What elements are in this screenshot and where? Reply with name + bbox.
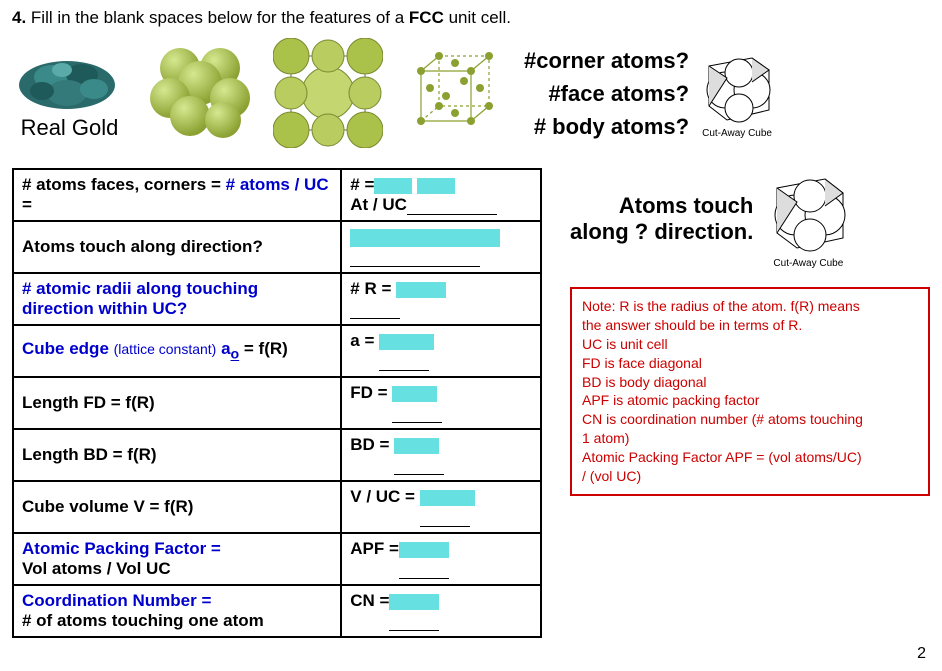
- blank[interactable]: [392, 386, 437, 402]
- note-box: Note: R is the radius of the atom. f(R) …: [570, 287, 930, 496]
- blank[interactable]: [417, 178, 455, 194]
- note-line: APF is atomic packing factor: [582, 391, 918, 410]
- touch-direction-block: Atoms touch along ? direction. Cut-Away …: [570, 168, 930, 269]
- corner-atoms-q: #corner atoms?: [524, 44, 689, 77]
- r2-label: Atoms touch along direction?: [13, 221, 341, 273]
- cut-away-cube-top: Cut-Away Cube: [697, 48, 777, 139]
- fcc-spheres-icon: [145, 38, 255, 148]
- gold-nugget-icon: [12, 45, 127, 115]
- touch-line-1: Atoms touch: [570, 193, 753, 219]
- table-row: Cube volume V = f(R) V / UC = V / UC =: [13, 481, 541, 533]
- real-gold-label: Real Gold: [21, 115, 119, 141]
- r5-label: Length FD = f(R): [13, 377, 341, 429]
- note-line: BD is body diagonal: [582, 373, 918, 392]
- note-line: CN is coordination number (# atoms touch…: [582, 410, 918, 429]
- question-prompt: 4. Fill in the blank spaces below for th…: [12, 8, 930, 28]
- r7-label: Cube volume V = f(R): [13, 481, 341, 533]
- fcc-wireframe-cell: [401, 41, 506, 146]
- blank[interactable]: [350, 229, 500, 247]
- fcc-unit-cell-icon: [273, 38, 383, 148]
- cut-cube-label-1: Cut-Away Cube: [702, 128, 772, 139]
- blank[interactable]: [420, 490, 475, 506]
- r1-label-b: # atoms / UC: [226, 175, 329, 194]
- blank[interactable]: [399, 542, 449, 558]
- table-row: Cube edge (lattice constant) ao = f(R) a…: [13, 325, 541, 377]
- note-line: / (vol UC): [582, 467, 918, 486]
- r1-rhs-b: At / UC: [350, 195, 407, 214]
- top-right-questions: #corner atoms? #face atoms? # body atoms…: [524, 44, 930, 143]
- fcc-unit-cell-spheres: [273, 38, 383, 148]
- cut-cube-label-2: Cut-Away Cube: [773, 258, 843, 269]
- blank-line[interactable]: [389, 617, 439, 631]
- blank[interactable]: [379, 334, 434, 350]
- note-line: the answer should be in terms of R.: [582, 316, 918, 335]
- r5-rhs: FD =: [350, 383, 392, 402]
- r1-label-a: # atoms faces, corners =: [22, 175, 226, 194]
- r4-b: (lattice constant): [114, 341, 217, 357]
- blank-line[interactable]: [399, 565, 449, 579]
- fcc-table: # atoms faces, corners = # atoms / UC = …: [12, 168, 542, 638]
- blank-line[interactable]: [407, 201, 497, 215]
- touch-line-2: along ? direction.: [570, 219, 753, 245]
- real-gold-cell: Real Gold: [12, 45, 127, 141]
- blank-line[interactable]: [350, 305, 400, 319]
- blank-line[interactable]: [420, 513, 470, 527]
- blank-line[interactable]: [392, 409, 442, 423]
- page-number: 2: [917, 645, 926, 663]
- r8-b: Vol atoms / Vol UC: [22, 559, 171, 578]
- blank-line[interactable]: [379, 357, 429, 371]
- blank-line[interactable]: [350, 253, 480, 267]
- r1-label-c: =: [22, 195, 32, 214]
- table-row: Coordination Number =# of atoms touching…: [13, 585, 541, 637]
- cut-away-cube-icon: [697, 48, 777, 128]
- table-row: # atoms faces, corners = # atoms / UC = …: [13, 169, 541, 221]
- r4-d: o: [231, 347, 240, 363]
- note-line: UC is unit cell: [582, 335, 918, 354]
- prompt-text-2: unit cell.: [444, 8, 511, 27]
- r8-rhs: APF =: [350, 539, 399, 558]
- prompt-fcc: FCC: [409, 8, 444, 27]
- r6-rhs: BD =: [350, 435, 394, 454]
- note-line: FD is face diagonal: [582, 354, 918, 373]
- right-column: Atoms touch along ? direction. Cut-Away …: [570, 168, 930, 496]
- r4-e: = f(R): [239, 339, 288, 358]
- table-row: # atomic radii along touching direction …: [13, 273, 541, 325]
- r9-rhs: CN =: [350, 591, 389, 610]
- r1-rhs-a: # =: [350, 175, 374, 194]
- table-row: Length BD = f(R) BD = BD =: [13, 429, 541, 481]
- r3-rhs: # R =: [350, 279, 396, 298]
- prompt-text-1: Fill in the blank spaces below for the f…: [26, 8, 409, 27]
- table-row: Length FD = f(R) FD = FD =: [13, 377, 541, 429]
- r9-a: Coordination Number =: [22, 591, 211, 610]
- cut-away-cube-mid: Cut-Away Cube: [763, 168, 853, 269]
- r3-label: # atomic radii along touching direction …: [22, 279, 258, 318]
- blank[interactable]: [396, 282, 446, 298]
- r4-a: Cube edge: [22, 339, 114, 358]
- blank-line[interactable]: [394, 461, 444, 475]
- top-image-row: Real Gold: [12, 38, 930, 148]
- fcc-spheres-cell: [145, 38, 255, 148]
- r4-c: a: [216, 339, 230, 358]
- blank[interactable]: [389, 594, 439, 610]
- cut-away-cube-icon-2: [763, 168, 853, 258]
- fcc-wireframe-icon: [401, 41, 506, 146]
- blank[interactable]: [374, 178, 412, 194]
- note-line: Atomic Packing Factor APF = (vol atoms/U…: [582, 448, 918, 467]
- mid-row: # atoms faces, corners = # atoms / UC = …: [12, 168, 930, 638]
- r6-label: Length BD = f(R): [13, 429, 341, 481]
- table-row: Atomic Packing Factor =Vol atoms / Vol U…: [13, 533, 541, 585]
- blank[interactable]: [394, 438, 439, 454]
- table-row: Atoms touch along direction?: [13, 221, 541, 273]
- note-line: Note: R is the radius of the atom. f(R) …: [582, 297, 918, 316]
- prompt-number: 4.: [12, 8, 26, 27]
- body-atoms-q: # body atoms?: [524, 110, 689, 143]
- r9-b: # of atoms touching one atom: [22, 611, 264, 630]
- r7-rhs: V / UC =: [350, 487, 419, 506]
- face-atoms-q: #face atoms?: [524, 77, 689, 110]
- note-line: 1 atom): [582, 429, 918, 448]
- r4-rhs: a =: [350, 331, 379, 350]
- r8-a: Atomic Packing Factor =: [22, 539, 221, 558]
